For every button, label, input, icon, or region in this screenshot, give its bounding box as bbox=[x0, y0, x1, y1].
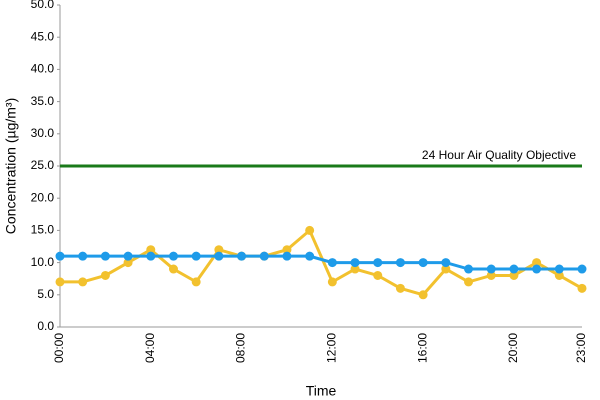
series-point bbox=[418, 290, 428, 300]
series-line bbox=[60, 227, 583, 297]
series-point bbox=[168, 251, 178, 261]
x-tick-label: 12:00 bbox=[325, 333, 339, 363]
x-tick-label: 08:00 bbox=[234, 333, 248, 363]
series-point bbox=[577, 264, 587, 274]
y-tick-label: 45.0 bbox=[31, 29, 55, 43]
x-tick-label: 20:00 bbox=[506, 333, 520, 363]
series-point bbox=[305, 225, 315, 235]
series-point bbox=[55, 251, 65, 261]
y-axis-title: Concentration (µg/m³) bbox=[3, 98, 19, 234]
y-tick-label: 0.0 bbox=[37, 319, 54, 333]
series-point bbox=[305, 251, 315, 261]
y-tick-label: 50.0 bbox=[31, 0, 55, 11]
series-point bbox=[395, 283, 405, 293]
series-point bbox=[373, 270, 383, 280]
y-tick-label: 25.0 bbox=[31, 158, 55, 172]
series-point bbox=[282, 251, 292, 261]
y-tick-label: 10.0 bbox=[31, 255, 55, 269]
series-point bbox=[395, 258, 405, 268]
series-point bbox=[464, 277, 474, 287]
x-tick-label: 16:00 bbox=[415, 333, 429, 363]
series-point bbox=[78, 251, 88, 261]
series-point bbox=[214, 251, 224, 261]
series-point bbox=[168, 264, 178, 274]
series-point bbox=[577, 283, 587, 293]
series-point bbox=[350, 258, 360, 268]
reference-label: 24 Hour Air Quality Objective bbox=[422, 148, 576, 162]
series-point bbox=[191, 251, 201, 261]
series-point bbox=[441, 258, 451, 268]
y-tick-label: 30.0 bbox=[31, 126, 55, 140]
series-point bbox=[55, 277, 65, 287]
x-tick-label: 23:00 bbox=[574, 333, 588, 363]
y-tick-label: 40.0 bbox=[31, 62, 55, 76]
series-point bbox=[237, 251, 247, 261]
series-point bbox=[327, 277, 337, 287]
series-point bbox=[418, 258, 428, 268]
series-point bbox=[509, 264, 519, 274]
series-point bbox=[191, 277, 201, 287]
x-axis-title: Time bbox=[306, 383, 337, 399]
series-point bbox=[486, 264, 496, 274]
series-point bbox=[464, 264, 474, 274]
series-point bbox=[259, 251, 269, 261]
x-tick-label: 00:00 bbox=[52, 333, 66, 363]
x-tick-label: 04:00 bbox=[143, 333, 157, 363]
series-point bbox=[532, 264, 542, 274]
series-point bbox=[100, 270, 110, 280]
series-point bbox=[78, 277, 88, 287]
y-tick-label: 35.0 bbox=[31, 94, 55, 108]
y-tick-label: 20.0 bbox=[31, 190, 55, 204]
y-tick-label: 15.0 bbox=[31, 223, 55, 237]
series-point bbox=[327, 258, 337, 268]
series-point bbox=[146, 251, 156, 261]
series-point bbox=[554, 264, 564, 274]
series-point bbox=[123, 251, 133, 261]
y-tick-label: 5.0 bbox=[37, 287, 54, 301]
series-point bbox=[373, 258, 383, 268]
series-point bbox=[100, 251, 110, 261]
